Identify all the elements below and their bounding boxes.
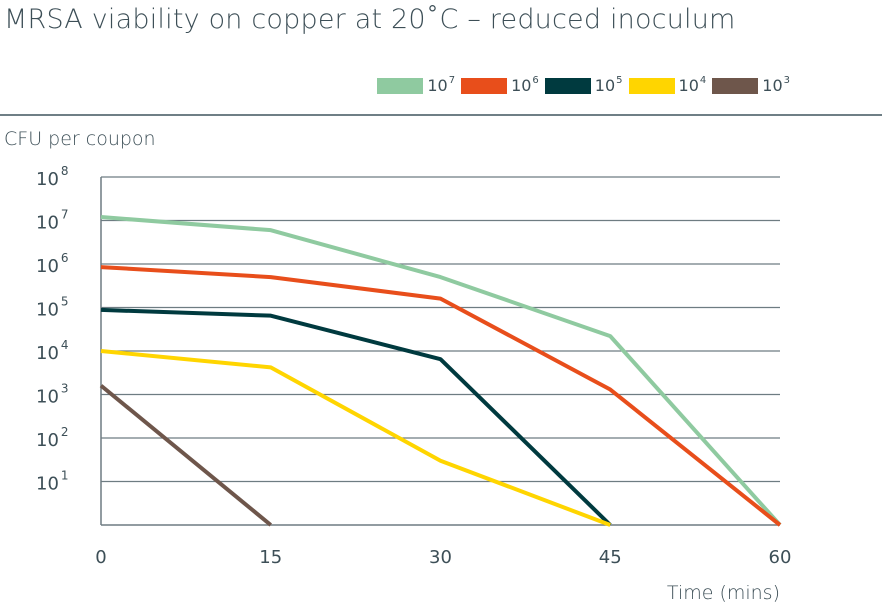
legend-swatch bbox=[544, 77, 591, 94]
y-tick-label: 10 3 bbox=[36, 382, 69, 408]
y-tick-label: 10 2 bbox=[36, 425, 69, 451]
legend-label: 104 bbox=[678, 74, 707, 95]
legend-swatch bbox=[377, 77, 424, 94]
legend-swatch bbox=[628, 77, 675, 94]
x-tick-label: 0 bbox=[95, 547, 106, 568]
legend-item: 104 bbox=[628, 74, 707, 95]
legend-item: 106 bbox=[461, 74, 539, 95]
legend-swatch bbox=[712, 77, 759, 94]
legend: 107 106 105 104 103 bbox=[377, 74, 790, 95]
legend-item: 107 bbox=[377, 74, 456, 95]
legend-label: 105 bbox=[594, 74, 623, 95]
legend-label: 103 bbox=[762, 74, 790, 95]
y-axis-label: CFU per coupon bbox=[4, 128, 156, 150]
legend-item: 103 bbox=[712, 74, 790, 95]
y-tick-label: 10 1 bbox=[36, 469, 69, 495]
y-tick-label: 10 7 bbox=[36, 208, 69, 234]
legend-swatch bbox=[461, 77, 508, 94]
y-tick-label: 10 6 bbox=[36, 251, 69, 277]
x-axis-label: Time (mins) bbox=[666, 582, 780, 604]
series-line-1 bbox=[100, 215, 782, 527]
y-tick-label: 10 8 bbox=[36, 164, 69, 190]
chart-title: MRSA viability on copper at 20˚C – reduc… bbox=[4, 4, 736, 35]
series-line-3 bbox=[100, 307, 612, 527]
series-line-2 bbox=[100, 265, 782, 527]
series-line-4 bbox=[100, 349, 611, 527]
x-tick-label: 45 bbox=[599, 547, 622, 568]
legend-label: 106 bbox=[511, 74, 539, 95]
legend-label: 107 bbox=[427, 74, 456, 95]
header-divider bbox=[0, 114, 882, 116]
x-tick-label: 15 bbox=[259, 547, 282, 568]
legend-item: 105 bbox=[544, 74, 623, 95]
x-tick-label: 60 bbox=[769, 547, 792, 568]
y-tick-label: 10 4 bbox=[36, 338, 69, 364]
y-tick-label: 10 5 bbox=[36, 295, 69, 321]
x-tick-label: 30 bbox=[429, 547, 452, 568]
series-line-5 bbox=[99, 384, 273, 527]
